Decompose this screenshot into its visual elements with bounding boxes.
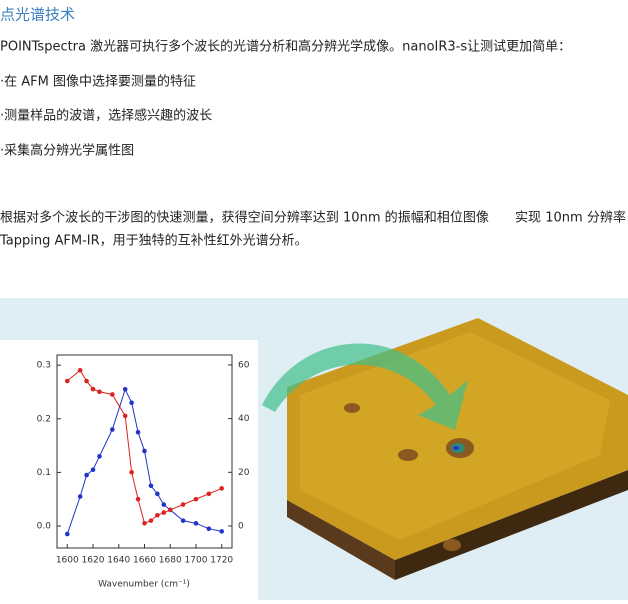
paragraph: POINTspectra 激光器可执行多个波长的光谱分析和高分辨光学成像。nan… [0, 39, 571, 55]
x-tick-label: 1620 [82, 556, 105, 566]
data-point [135, 496, 141, 502]
y2-tick-label: 40 [238, 414, 250, 424]
bullet: ·采集高分辨光学属性图 [0, 143, 134, 159]
data-point [135, 429, 141, 435]
y-tick-label: 0.3 [37, 361, 51, 371]
y-tick-label: 0.0 [37, 522, 52, 532]
data-point [97, 454, 102, 459]
surface-side [395, 470, 628, 580]
paragraph: Tapping AFM-IR，用于独特的互补性红外光谱分析。 [0, 233, 308, 249]
data-point [161, 502, 167, 507]
data-point [122, 387, 128, 392]
data-point [142, 521, 147, 526]
data-point [167, 507, 173, 513]
arrow [262, 343, 468, 430]
x-tick-label: 1720 [210, 556, 233, 566]
y2-tick-label: 20 [238, 468, 250, 478]
data-point [142, 448, 147, 454]
data-point [90, 467, 96, 473]
surface-feature [398, 449, 418, 461]
data-point [193, 521, 199, 526]
bullet: ·在 AFM 图像中选择要测量的特征 [0, 74, 196, 90]
data-point [129, 470, 134, 475]
data-point [219, 529, 225, 534]
data-point [206, 526, 212, 531]
data-point [219, 486, 225, 491]
data-point [155, 512, 160, 518]
surface-feature [344, 403, 360, 413]
data-point [148, 518, 154, 523]
data-point [206, 491, 212, 497]
data-point [122, 413, 128, 419]
y2-tick-label: 60 [238, 360, 250, 370]
data-point [77, 368, 83, 373]
data-point [193, 496, 199, 502]
data-point [84, 378, 89, 384]
y-tick-label: 0.1 [37, 468, 51, 478]
surface-feature [443, 539, 461, 551]
x-tick-label: 1700 [185, 556, 208, 566]
y2-tick-label: 0 [238, 521, 244, 531]
y-tick-label: 0.2 [37, 414, 51, 424]
x-tick-label: 1640 [107, 556, 130, 566]
data-point [64, 531, 70, 537]
data-point [77, 494, 83, 499]
x-tick-label: 1660 [133, 556, 156, 566]
data-point [84, 472, 89, 478]
data-point [129, 400, 134, 406]
data-point [64, 378, 70, 384]
x-axis-label: Wavenumber (cm⁻¹) [98, 580, 190, 590]
bullet: ·测量样品的波谱，选择感兴趣的波长 [0, 108, 212, 124]
data-point [148, 483, 154, 489]
surface-texture [300, 332, 610, 540]
surface-side [287, 500, 395, 580]
data-point [110, 392, 115, 397]
data-point [180, 502, 186, 507]
title: 点光谱技术 [0, 6, 75, 24]
data-point [161, 510, 167, 515]
paragraph: 根据对多个波长的干涉图的快速测量，获得空间分辨率达到 10nm 的振幅和相位图像… [0, 210, 626, 226]
data-point [90, 386, 96, 392]
x-tick-label: 1600 [56, 556, 79, 566]
chart-panel [0, 340, 258, 600]
x-tick-label: 1680 [159, 556, 182, 566]
data-point [110, 427, 115, 432]
surface-feature [453, 446, 459, 450]
data-point [155, 491, 160, 497]
data-point [97, 389, 102, 395]
data-point [180, 518, 186, 523]
